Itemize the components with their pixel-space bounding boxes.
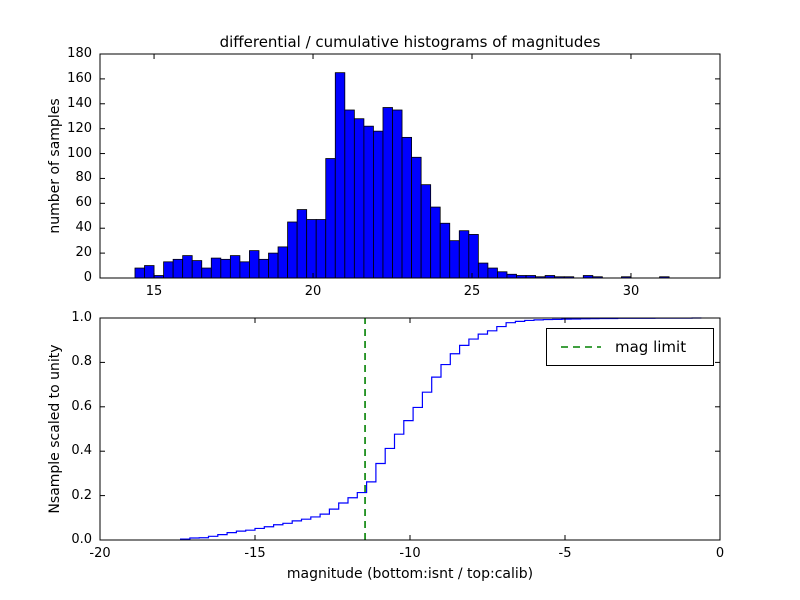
y-tick-label: 140	[67, 95, 92, 111]
histogram-bar	[210, 257, 222, 279]
y-tick-label: 0.8	[71, 354, 92, 370]
histogram-bar	[229, 255, 241, 279]
histogram-bar	[458, 230, 470, 279]
y-tick-label: 0.2	[71, 487, 92, 503]
histogram-bar	[401, 136, 412, 279]
histogram-bar	[182, 255, 193, 279]
histogram-bar	[144, 265, 155, 279]
histogram-bar	[353, 118, 365, 279]
x-tick-label: 0	[715, 546, 725, 561]
histogram-bar	[249, 250, 260, 279]
y-tick-label: 100	[67, 145, 92, 161]
histogram-bar	[334, 72, 346, 279]
histogram-bar	[172, 258, 184, 279]
histogram-bar	[468, 234, 479, 279]
legend-dashed-line-icon	[561, 346, 601, 348]
y-tick-label: 180	[67, 46, 92, 61]
histogram-bar	[506, 273, 517, 279]
histogram-bar	[296, 209, 308, 279]
histogram-bar	[315, 219, 327, 279]
histogram-bar	[430, 206, 441, 279]
legend-label: mag limit	[615, 338, 687, 356]
histogram-bar	[134, 267, 145, 279]
histogram-bar	[497, 271, 508, 279]
histogram-bar	[477, 262, 489, 279]
x-tick-label: 20	[304, 284, 322, 299]
y-tick-label: 0	[83, 270, 92, 285]
x-tick-label: -10	[399, 546, 421, 561]
y-tick-label: 120	[67, 120, 92, 136]
axes-frame	[99, 53, 721, 279]
x-axis-label: magnitude (bottom:isnt / top:calib)	[286, 566, 534, 582]
x-tick-label: -20	[89, 546, 111, 561]
histogram-bar	[373, 130, 384, 279]
figure-title: differential / cumulative histograms of …	[219, 33, 601, 51]
histogram-bar	[287, 221, 298, 279]
histogram-bar	[449, 240, 460, 279]
top-y-axis-label: number of samples	[47, 98, 63, 234]
x-tick-label: 25	[463, 284, 481, 299]
histogram-bar	[277, 246, 288, 279]
x-tick-label: 30	[622, 284, 640, 299]
cumulative-line	[180, 317, 702, 540]
y-tick-label: 20	[75, 245, 92, 261]
x-tick-label: 15	[145, 284, 163, 299]
y-tick-label: 40	[75, 220, 92, 236]
histogram-bar	[268, 252, 279, 279]
histogram-bar	[363, 125, 374, 279]
histogram-bar	[201, 267, 212, 279]
histogram-bar	[191, 260, 203, 279]
y-tick-label: 0.0	[71, 532, 92, 547]
histogram-bar	[239, 261, 250, 279]
histogram-bar	[439, 222, 451, 279]
x-tick-label: -5	[558, 546, 572, 561]
histogram-bar	[487, 267, 498, 279]
histogram-bar	[306, 219, 317, 279]
y-tick-label: 1.0	[71, 310, 92, 325]
histogram-bar	[220, 258, 231, 279]
y-tick-label: 80	[75, 170, 92, 186]
histogram-bar	[382, 107, 393, 279]
histogram-bar	[325, 158, 336, 279]
histogram-bar	[258, 258, 269, 279]
histogram-bar	[392, 109, 403, 279]
legend-box: mag limit	[546, 328, 714, 366]
histogram-bar	[344, 109, 355, 279]
x-tick-label: -15	[244, 546, 266, 561]
histogram-bar	[163, 261, 174, 279]
histogram-bar	[420, 184, 432, 279]
y-tick-label: 0.4	[71, 443, 92, 459]
histogram-bar	[411, 156, 422, 279]
y-tick-label: 0.6	[71, 398, 92, 414]
y-tick-label: 160	[67, 70, 92, 86]
y-tick-label: 60	[75, 195, 92, 211]
